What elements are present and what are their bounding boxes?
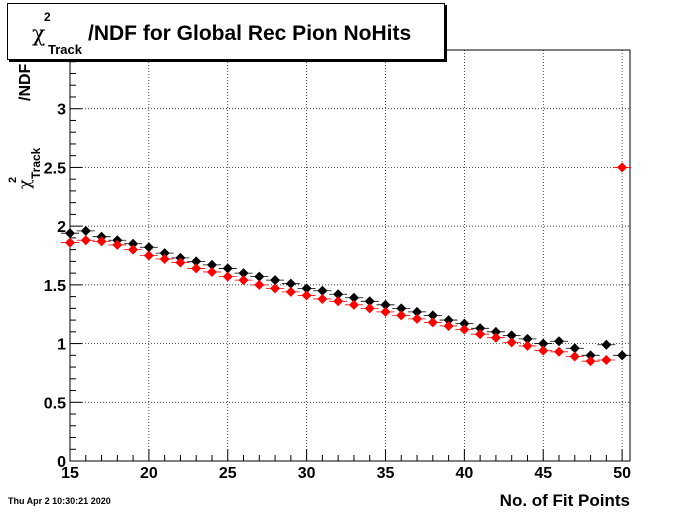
data-point-series-2 [238, 275, 249, 286]
x-axis-label: No. of Fit Points [499, 491, 630, 510]
data-point-series-1 [554, 336, 565, 347]
data-point-series-1 [443, 315, 454, 326]
data-point-series-2 [270, 283, 281, 294]
chart-title: /NDF for Global Rec Pion NoHits [88, 22, 412, 45]
x-tick-label: 45 [534, 465, 552, 482]
data-point-series-2 [191, 263, 202, 274]
x-tick-label: 25 [219, 465, 237, 482]
data-point-series-2 [554, 346, 565, 357]
chart-title-box: χ 2 Track /NDF for Global Rec Pion NoHit… [7, 3, 445, 60]
data-point-series-2 [459, 324, 470, 335]
data-point-series-2 [128, 244, 139, 255]
y-tick-label: 2 [57, 219, 66, 236]
data-point-series-1 [396, 303, 407, 314]
data-point-series-1 [270, 275, 281, 286]
data-point-series-1 [159, 248, 170, 259]
data-point-series-2 [538, 345, 549, 356]
data-point-series-2 [222, 271, 233, 282]
data-point-series-1 [380, 299, 391, 310]
data-point-series-1 [617, 350, 628, 361]
data-point-series-2 [380, 306, 391, 317]
data-point-series-2 [96, 236, 107, 247]
data-point-series-2 [348, 299, 359, 310]
x-tick-label: 50 [613, 465, 631, 482]
data-point-series-1 [412, 306, 423, 317]
data-point-series-2 [585, 356, 596, 367]
x-tick-label: 40 [455, 465, 473, 482]
data-point-series-2 [601, 355, 612, 366]
data-point-series-1 [65, 228, 75, 239]
data-point-series-1 [128, 238, 139, 249]
data-point-series-2 [80, 235, 91, 246]
x-tick-label: 35 [377, 465, 395, 482]
data-point-series-2 [159, 254, 170, 265]
data-point-series-2 [569, 351, 580, 362]
ylabel-text: /NDF [17, 63, 34, 101]
data-point-series-2 [522, 340, 533, 351]
y-axis-label: χ 2 Track /NDF [7, 43, 43, 193]
data-point-series-2 [301, 290, 312, 301]
data-point-series-2 [317, 293, 328, 304]
data-point-series-1 [506, 330, 517, 341]
data-point-series-1 [333, 289, 344, 300]
data-point-series-2 [617, 162, 628, 173]
x-tick-label: 15 [61, 465, 79, 482]
data-point-series-1 [238, 268, 249, 279]
data-point-series-1 [427, 310, 438, 321]
data-point-series-1 [585, 350, 596, 361]
data-point-series-1 [317, 285, 328, 296]
y-tick-label: 1.5 [44, 278, 66, 295]
data-point-series-2 [333, 296, 344, 307]
data-point-series-2 [206, 266, 217, 277]
data-point-series-1 [285, 278, 296, 289]
y-tick-label: 3 [57, 102, 66, 119]
data-point-series-1 [348, 292, 359, 303]
data-point-series-2 [506, 337, 517, 348]
data-point-series-1 [538, 338, 549, 349]
title-superscript: 2 [44, 10, 51, 24]
ylabel-subscript: Track [29, 147, 43, 179]
data-point-series-1 [569, 343, 580, 354]
title-subscript: Track [48, 42, 82, 57]
data-point-series-1 [601, 339, 612, 350]
data-point-series-2 [143, 250, 154, 261]
data-point-series-2 [412, 313, 423, 324]
data-point-series-1 [301, 283, 312, 294]
data-point-series-1 [522, 333, 533, 344]
y-tick-label: 0 [57, 454, 66, 471]
data-point-series-1 [475, 323, 486, 334]
data-point-series-1 [254, 271, 265, 282]
data-point-series-1 [80, 225, 91, 236]
data-point-series-2 [364, 303, 375, 314]
ylabel-superscript: 2 [7, 176, 19, 183]
data-point-series-2 [475, 329, 486, 340]
y-tick-label: 2.5 [44, 160, 66, 177]
data-point-series-2 [112, 239, 123, 250]
x-tick-label: 30 [298, 465, 316, 482]
data-point-series-1 [364, 296, 375, 307]
data-point-series-1 [191, 256, 202, 267]
data-point-series-2 [427, 317, 438, 328]
data-point-series-2 [285, 286, 296, 297]
data-point-series-2 [175, 257, 186, 268]
data-point-series-1 [143, 242, 154, 253]
data-point-series-1 [490, 326, 501, 337]
data-point-series-1 [206, 259, 217, 270]
y-tick-label: 1 [57, 337, 66, 354]
data-point-series-2 [443, 320, 454, 331]
data-point-series-1 [222, 263, 233, 274]
data-point-series-2 [396, 310, 407, 321]
data-point-series-1 [459, 318, 470, 329]
y-tick-label: 0.5 [44, 395, 66, 412]
title-chi-symbol: χ [32, 22, 46, 47]
x-tick-label: 20 [140, 465, 158, 482]
data-point-series-2 [65, 237, 75, 248]
timestamp: Thu Apr 2 10:30:21 2020 [8, 496, 111, 506]
data-point-series-2 [254, 279, 265, 290]
data-point-series-2 [490, 332, 501, 343]
